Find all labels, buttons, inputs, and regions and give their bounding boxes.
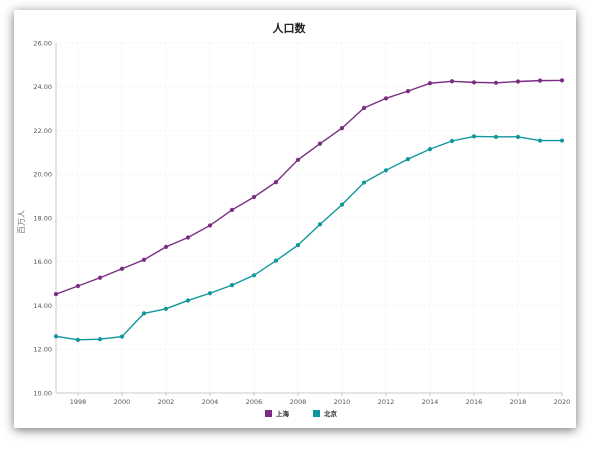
data-point[interactable] [251, 273, 257, 278]
data-point[interactable] [119, 266, 125, 271]
y-tick-label: 18.00 [33, 214, 52, 222]
axes [55, 43, 563, 396]
chart-title: 人口数 [273, 21, 307, 35]
data-point[interactable] [273, 258, 279, 263]
series-1 [53, 134, 565, 342]
x-tick-label: 2016 [466, 398, 483, 406]
x-tick-label: 2006 [246, 398, 263, 406]
data-point[interactable] [383, 168, 389, 173]
data-point[interactable] [471, 134, 477, 139]
data-point[interactable] [493, 80, 499, 85]
y-tick-label: 16.00 [33, 258, 52, 266]
data-point[interactable] [229, 283, 235, 288]
x-tick-label: 2018 [510, 398, 527, 406]
series-0 [53, 78, 565, 297]
legend-item[interactable]: 北京 [313, 409, 338, 418]
data-point[interactable] [317, 222, 323, 227]
x-tick-label: 2014 [422, 398, 439, 406]
data-point[interactable] [515, 79, 521, 84]
data-point[interactable] [251, 194, 257, 200]
data-point[interactable] [537, 138, 543, 143]
data-point[interactable] [559, 138, 565, 143]
y-tick-label: 26.00 [33, 39, 52, 47]
data-point[interactable] [383, 96, 389, 101]
data-point[interactable] [471, 80, 477, 85]
x-tick-label: 2012 [378, 398, 395, 406]
data-point[interactable] [537, 78, 543, 83]
data-point[interactable] [295, 243, 301, 248]
series-line [55, 79, 563, 295]
legend-swatch [313, 410, 320, 417]
line-chart: 人口数 百万人 10.00 12.00 14.00 16.00 18.00 20.00 22… [17, 21, 571, 418]
data-point[interactable] [229, 207, 235, 213]
data-point[interactable] [163, 244, 169, 249]
data-point[interactable] [295, 157, 301, 162]
data-point[interactable] [427, 146, 433, 152]
y-tick-label: 20.00 [33, 171, 52, 179]
y-tick-label: 12.00 [33, 346, 52, 354]
data-point[interactable] [405, 89, 411, 94]
x-tick-label: 2004 [202, 398, 219, 406]
x-tick-label: 2000 [114, 398, 131, 406]
data-point[interactable] [361, 105, 367, 111]
series-line [55, 135, 562, 341]
legend-item[interactable]: 上海 [265, 409, 290, 418]
y-tick-label: 22.00 [33, 127, 52, 135]
data-point[interactable] [141, 257, 147, 262]
data-point[interactable] [53, 292, 59, 297]
data-point[interactable] [405, 157, 411, 162]
x-tick-labels: 1998 2000 2002 2004 2006 2008 2010 2012 2014 2016… [70, 398, 571, 406]
data-point[interactable] [515, 134, 521, 139]
data-point[interactable] [427, 81, 433, 86]
y-tick-labels: 10.00 12.00 14.00 16.00 18.00 20.00 22.00 24.00… [33, 39, 52, 397]
x-tick-label: 1998 [70, 398, 87, 406]
legend-swatch [265, 410, 272, 417]
legend[interactable]: 上海 北京 [265, 409, 338, 418]
grid-lines [56, 42, 563, 394]
y-tick-label: 24.00 [33, 83, 52, 91]
data-point[interactable] [97, 275, 103, 280]
y-tick-label: 10.00 [33, 389, 52, 397]
legend-label: 上海 [276, 409, 290, 418]
data-point[interactable] [185, 235, 191, 240]
data-point[interactable] [317, 141, 323, 146]
data-point[interactable] [163, 306, 169, 311]
x-tick-label: 2010 [334, 398, 351, 406]
data-point[interactable] [339, 202, 345, 207]
chart-card: 人口数 百万人 10.00 12.00 14.00 16.00 18.00 20.00 22… [14, 10, 576, 428]
data-point[interactable] [361, 180, 367, 185]
data-point[interactable] [119, 334, 125, 339]
series-lines [53, 78, 565, 342]
data-point[interactable] [75, 283, 81, 289]
data-point[interactable] [141, 311, 147, 316]
data-point[interactable] [53, 334, 59, 339]
data-point[interactable] [75, 337, 81, 342]
y-axis-label: 百万人 [17, 210, 26, 234]
x-tick-label: 2020 [554, 398, 571, 406]
data-point[interactable] [559, 78, 565, 83]
data-point[interactable] [97, 337, 103, 342]
data-point[interactable] [339, 125, 345, 131]
data-point[interactable] [449, 138, 455, 144]
data-point[interactable] [207, 291, 213, 296]
data-point[interactable] [273, 180, 279, 185]
y-tick-label: 14.00 [33, 302, 52, 310]
data-point[interactable] [493, 134, 499, 139]
data-point[interactable] [449, 79, 455, 84]
legend-label: 北京 [324, 409, 338, 418]
data-point[interactable] [207, 223, 213, 228]
x-tick-label: 2002 [158, 398, 175, 406]
x-tick-label: 2008 [290, 398, 307, 406]
data-point[interactable] [185, 298, 191, 303]
